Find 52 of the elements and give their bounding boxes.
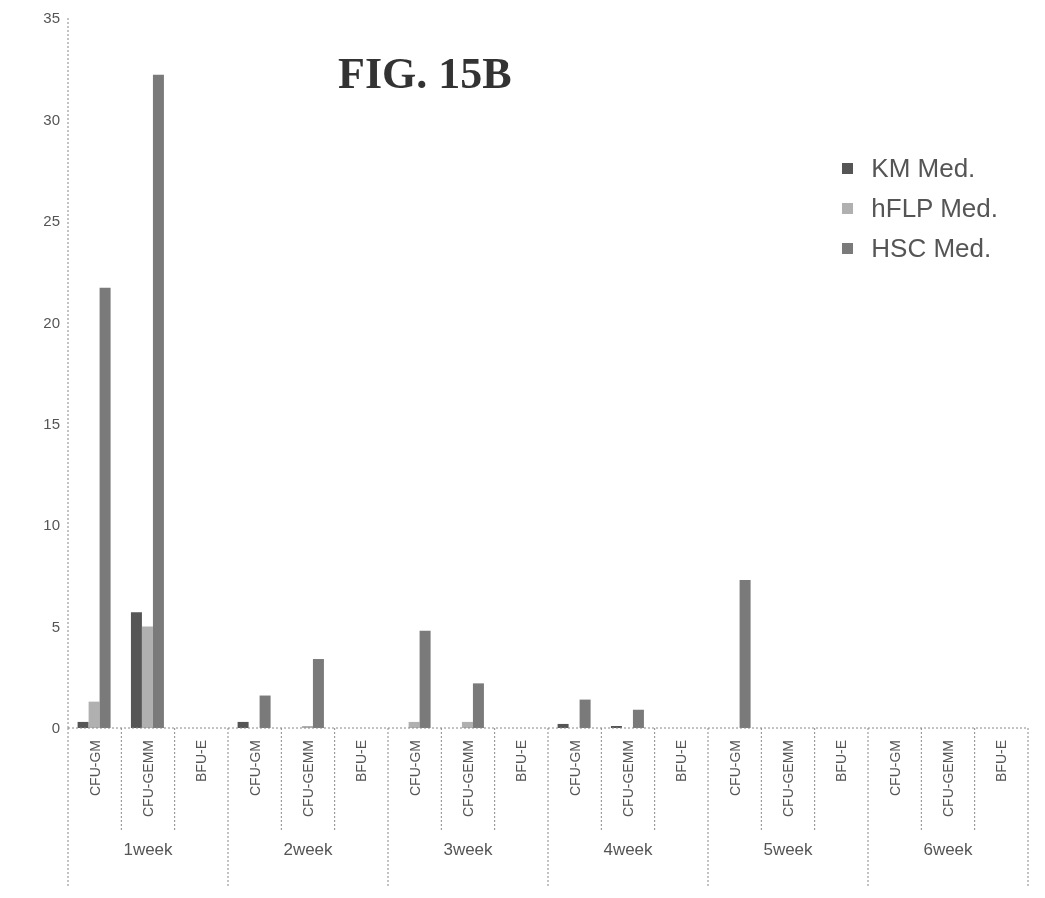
y-tick-label: 15 xyxy=(43,415,60,433)
y-tick-label: 25 xyxy=(43,212,60,230)
bar xyxy=(472,683,484,728)
x-tick-label: BFU-E xyxy=(993,740,1010,782)
y-tick-label: 0 xyxy=(51,719,60,737)
x-tick-label: BFU-E xyxy=(513,740,530,782)
x-tick-label: CFU-GEMM xyxy=(460,740,476,817)
text: 6week xyxy=(922,840,974,860)
text: 1week xyxy=(122,840,174,860)
y-tick-label: 35 xyxy=(43,9,60,27)
x-tick-label: CFU-GEMM xyxy=(300,740,316,817)
x-tick-label: CFU-GEMM xyxy=(620,740,636,817)
y-tick-label: 5 xyxy=(51,617,60,635)
x-tick-label: CFU-GM xyxy=(886,740,903,796)
y-tick-label: 20 xyxy=(43,313,60,331)
bar xyxy=(88,701,100,728)
legend-label: hFLP Med. xyxy=(871,192,998,225)
x-tick-label: CFU-GM xyxy=(246,740,263,796)
bar xyxy=(259,695,271,728)
bar xyxy=(77,721,89,728)
legend-label: HSC Med. xyxy=(871,232,992,265)
bar xyxy=(632,709,644,728)
bar xyxy=(461,721,473,728)
legend-label: KM Med. xyxy=(871,152,976,185)
x-tick-label: CFU-GEMM xyxy=(140,740,156,817)
bar xyxy=(579,699,591,728)
bar xyxy=(130,612,142,728)
bar xyxy=(99,287,111,728)
bar xyxy=(152,74,164,728)
text: FIG. 15B xyxy=(338,48,512,99)
x-tick-label: CFU-GM xyxy=(86,740,103,796)
y-tick-label: 10 xyxy=(43,516,60,534)
text: 2week xyxy=(282,840,334,860)
x-tick-label: BFU-E xyxy=(673,740,690,782)
bar xyxy=(237,721,249,728)
bar xyxy=(312,659,324,728)
x-tick-label: CFU-GM xyxy=(566,740,583,796)
x-tick-label: CFU-GM xyxy=(726,740,743,796)
text: 4week xyxy=(602,840,654,860)
bar xyxy=(739,579,751,728)
text: 3week xyxy=(442,840,494,860)
x-tick-label: CFU-GM xyxy=(406,740,423,796)
bar xyxy=(141,626,153,728)
bar xyxy=(408,721,420,728)
x-tick-label: BFU-E xyxy=(193,740,210,782)
text: 5week xyxy=(762,840,814,860)
x-tick-label: BFU-E xyxy=(353,740,370,782)
x-tick-label: BFU-E xyxy=(833,740,850,782)
bar xyxy=(419,630,431,728)
y-tick-label: 30 xyxy=(43,110,60,128)
x-tick-label: CFU-GEMM xyxy=(940,740,956,817)
x-tick-label: CFU-GEMM xyxy=(780,740,796,817)
